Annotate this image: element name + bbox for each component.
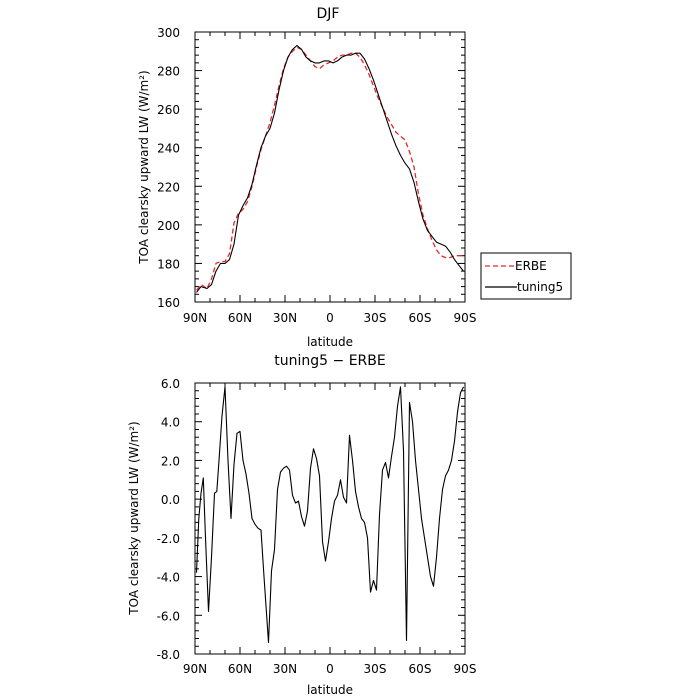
y-tick-label: -4.0	[157, 571, 180, 585]
top-x-tick-labels: 90N 60N 30N 0 30S 60S 90S	[183, 311, 477, 325]
y-tick-label: 260	[157, 103, 180, 117]
x-tick-label: 30N	[273, 662, 297, 676]
y-tick-label: 160	[157, 296, 180, 310]
x-tick-label: 90N	[183, 662, 207, 676]
top-series-lines	[195, 44, 464, 293]
x-tick-label: 30N	[273, 311, 297, 325]
y-tick-label: 220	[157, 180, 180, 194]
top-plot-frame	[194, 31, 466, 303]
y-tick-label: 4.0	[161, 416, 180, 430]
bottom-x-tick-labels: 90N 60N 30N 0 30S 60S 90S	[183, 662, 477, 676]
bottom-y-tick-labels: -8.0 -6.0 -4.0 -2.0 0.0 2.0 4.0 6.0	[157, 377, 180, 662]
tuning5-series-line	[196, 44, 464, 293]
x-tick-label: 30S	[364, 311, 387, 325]
legend: ERBE tuning5	[480, 252, 572, 300]
x-tick-label: 90S	[454, 311, 477, 325]
x-tick-label: 60N	[228, 662, 252, 676]
y-tick-label: 280	[157, 65, 180, 79]
x-tick-label: 60N	[228, 311, 252, 325]
bottom-x-axis-label: latitude	[307, 683, 353, 697]
top-axis-ticks	[194, 31, 466, 303]
y-tick-label: 300	[157, 26, 180, 40]
bottom-y-axis-label: TOA clearsky upward LW (W/m²)	[127, 421, 141, 615]
bottom-panel: tuning5 − ERBE 90N 60N 30N 0 30S 60S 90S -8.0-…	[127, 353, 476, 697]
y-tick-label: 2.0	[161, 454, 180, 468]
top-panel: DJF 90N 60N 30N 0 30S 60S 90S 160 180 200 220 240 2…	[137, 6, 572, 349]
difference-series-line	[195, 386, 464, 643]
y-tick-label: -8.0	[157, 648, 180, 662]
top-y-tick-labels: 160 180 200 220 240 260 280 300	[157, 26, 180, 310]
y-tick-label: 6.0	[161, 377, 180, 391]
x-tick-label: 90N	[183, 311, 207, 325]
bottom-chart-title: tuning5 − ERBE	[274, 353, 385, 369]
y-tick-label: 0.0	[161, 493, 180, 507]
bottom-axis-ticks	[194, 382, 466, 655]
legend-label-erbe: ERBE	[515, 259, 547, 273]
legend-label-tuning5: tuning5	[517, 280, 563, 294]
x-tick-label: 30S	[364, 662, 387, 676]
legend-box	[480, 252, 572, 300]
y-tick-label: -6.0	[157, 609, 180, 623]
top-x-axis-label: latitude	[307, 335, 353, 349]
x-tick-label: 60S	[409, 662, 432, 676]
top-y-axis-label: TOA clearsky upward LW (W/m²)	[137, 70, 151, 264]
top-chart-title: DJF	[317, 6, 340, 22]
x-tick-label: 0	[326, 662, 334, 676]
y-tick-label: -2.0	[157, 532, 180, 546]
x-tick-label: 60S	[409, 311, 432, 325]
y-tick-label: 200	[157, 219, 180, 233]
erbe-series-line	[195, 46, 464, 291]
x-tick-label: 90S	[454, 662, 477, 676]
bottom-series-lines	[195, 386, 464, 643]
bottom-plot-frame	[194, 382, 466, 655]
y-tick-label: 240	[157, 142, 180, 156]
x-tick-label: 0	[326, 311, 334, 325]
y-tick-label: 180	[157, 257, 180, 271]
